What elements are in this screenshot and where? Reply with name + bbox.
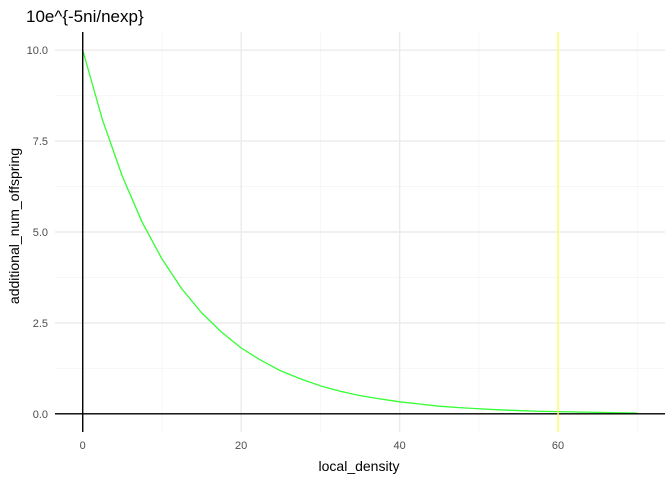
y-axis-ticks: 0.0 2.5 5.0 7.5 10.0: [27, 45, 48, 421]
y-tick-label: 2.5: [33, 318, 48, 330]
y-tick-label: 5.0: [33, 227, 48, 239]
y-tick-label: 0.0: [33, 409, 48, 421]
x-tick-label: 0: [80, 440, 86, 452]
series-layer: [82, 50, 638, 414]
major-grid: [55, 32, 665, 432]
x-tick-label: 40: [393, 440, 405, 452]
x-axis-title: local_density: [319, 458, 400, 474]
reference-lines: [55, 32, 665, 432]
x-tick-label: 60: [552, 440, 564, 452]
chart-title: 10e^{-5ni/nexp}: [26, 7, 144, 26]
x-axis-ticks: 0 20 40 60: [80, 440, 565, 452]
y-tick-label: 10.0: [27, 45, 48, 57]
y-axis-title: additional_num_offspring: [6, 148, 22, 304]
series-line: [82, 50, 638, 414]
y-tick-label: 7.5: [33, 136, 48, 148]
minor-grid: [55, 32, 665, 432]
x-tick-label: 20: [235, 440, 247, 452]
